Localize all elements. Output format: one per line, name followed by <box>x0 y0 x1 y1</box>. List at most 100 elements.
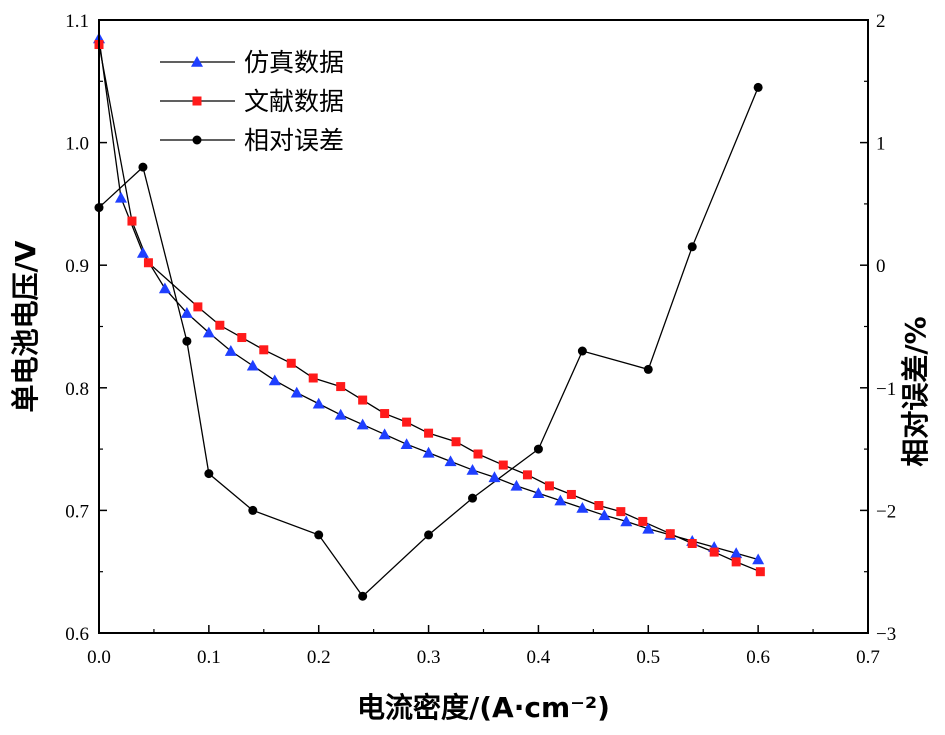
literature-point <box>566 489 576 499</box>
simulation-point <box>334 408 347 420</box>
literature-point <box>380 409 390 419</box>
x-tick-label: 0.6 <box>746 647 770 668</box>
x-axis-ticks: 0.0 0.1 0.2 0.3 0.4 0.5 0.6 0.7 <box>87 625 880 668</box>
plot-frame <box>98 19 869 634</box>
y2-tick-label: −3 <box>876 624 896 645</box>
simulation-point <box>400 438 413 449</box>
legend-marker <box>192 135 202 145</box>
legend-marker <box>192 96 202 106</box>
simulation-point <box>642 522 655 534</box>
x-tick-label: 0.1 <box>197 647 221 668</box>
simulation-point <box>488 471 501 483</box>
relative-error-point <box>577 346 587 356</box>
literature-point <box>143 258 153 268</box>
literature-point <box>709 547 719 557</box>
simulation-point <box>510 479 523 491</box>
simulation-point <box>246 359 259 371</box>
literature-point <box>522 470 532 480</box>
legend-label: 仿真数据 <box>244 48 344 77</box>
y-tick-label: 0.8 <box>65 379 89 400</box>
legend-simulation: 仿真数据 <box>160 48 344 77</box>
y-axis-title: 单电池电压/V <box>9 240 42 412</box>
y-tick-label: 0.7 <box>65 501 89 522</box>
literature-point <box>308 373 318 383</box>
literature-point <box>451 437 461 447</box>
series-markers <box>93 32 765 601</box>
literature-point <box>731 557 741 567</box>
y-tick-label: 1.0 <box>65 134 89 155</box>
y2-tick-label: −1 <box>876 379 896 400</box>
literature-point <box>498 460 508 470</box>
legend-label: 文献数据 <box>244 87 344 116</box>
y2-tick-label: −2 <box>876 501 896 522</box>
relative-error-point <box>687 242 697 252</box>
literature-point <box>544 481 554 491</box>
simulation-point <box>312 397 325 409</box>
relative-error-point <box>424 530 434 540</box>
y2-axis-ticks: −3 −2 −1 0 1 2 <box>860 11 896 645</box>
legend-label: 相对误差 <box>244 126 344 155</box>
literature-point <box>193 302 203 312</box>
literature-point <box>424 428 434 438</box>
simulation-point <box>598 509 611 521</box>
literature-point <box>665 529 675 539</box>
x-axis-title: 电流密度/(A·cm⁻²) <box>357 691 610 724</box>
relative-error-point <box>358 591 368 601</box>
y-tick-label: 1.1 <box>65 11 89 32</box>
simulation-point <box>554 494 567 506</box>
relative-error-line <box>98 87 759 598</box>
y-tick-label: 0.6 <box>65 624 89 645</box>
simulation-point <box>730 547 743 559</box>
legend-relative-error: 相对误差 <box>160 126 344 155</box>
y2-tick-label: 2 <box>876 11 886 32</box>
literature-point <box>336 382 346 392</box>
relative-error-point <box>753 82 763 92</box>
literature-point <box>286 358 296 368</box>
relative-error-point <box>468 493 478 503</box>
literature-point <box>215 320 225 330</box>
literature-point <box>616 507 626 517</box>
literature-point <box>687 539 697 549</box>
simulation-point <box>444 455 457 467</box>
literature-point <box>473 449 483 459</box>
legend-literature: 文献数据 <box>160 87 344 116</box>
x-tick-label: 0.4 <box>527 647 551 668</box>
simulation-point <box>356 418 369 430</box>
y-axis-ticks: 0.6 0.7 0.8 0.9 1.0 1.1 <box>65 11 107 645</box>
x-tick-label: 0.5 <box>636 647 660 668</box>
legend-marker <box>191 56 203 67</box>
simulation-point <box>752 553 765 565</box>
relative-error-point <box>314 530 324 540</box>
y2-tick-label: 0 <box>876 256 886 277</box>
simulation-point <box>422 446 435 458</box>
relative-error-point <box>182 336 192 346</box>
simulation-point <box>620 515 633 527</box>
literature-point <box>127 216 137 226</box>
literature-line <box>98 44 761 573</box>
relative-error-point <box>533 444 543 454</box>
literature-point <box>638 516 648 526</box>
y2-axis-title: 相对误差/% <box>899 316 932 466</box>
relative-error-point <box>204 469 214 479</box>
literature-point <box>594 500 604 510</box>
x-tick-label: 0.0 <box>87 647 111 668</box>
simulation-point <box>136 246 149 258</box>
simulation-point <box>268 374 281 386</box>
simulation-point <box>378 428 391 440</box>
series-lines <box>98 38 761 598</box>
x-tick-label: 0.2 <box>307 647 331 668</box>
relative-error-point <box>138 162 148 172</box>
relative-error-point <box>643 364 653 374</box>
simulation-point <box>224 345 237 356</box>
simulation-point <box>180 307 193 318</box>
simulation-point <box>576 501 589 513</box>
y-tick-label: 0.9 <box>65 256 89 277</box>
x-tick-label: 0.7 <box>856 647 880 668</box>
literature-point <box>237 333 247 343</box>
literature-point <box>259 345 269 355</box>
simulation-line <box>98 38 759 561</box>
literature-point <box>358 395 368 405</box>
simulation-point <box>532 487 545 499</box>
